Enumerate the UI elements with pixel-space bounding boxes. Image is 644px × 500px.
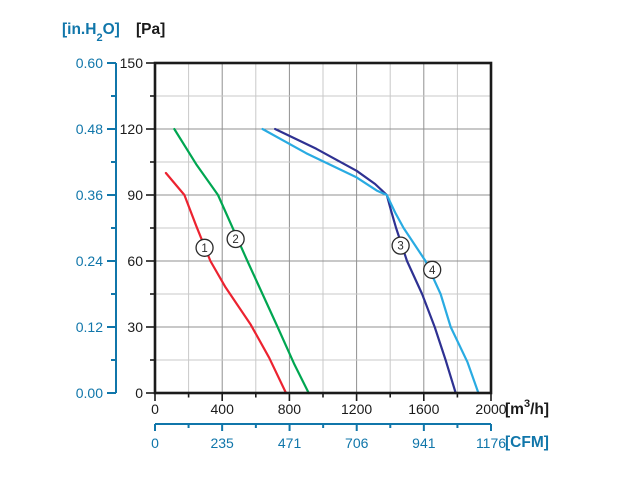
cfm-tick-label: 1176 [476,435,506,451]
m3h-tick-label: 800 [278,401,302,417]
inh2o-tick-label: 0.12 [76,319,103,335]
m3h-tick-label: 1200 [341,401,372,417]
m3h-label-superscript: 3 [523,398,531,410]
inh2o-tick-label: 0.24 [76,253,103,269]
m3h-label-text: [m [505,401,524,419]
m3h-tick-label: 0 [151,401,159,417]
curve-marker-label-1: 1 [201,243,207,255]
cfm-tick-label: 941 [412,435,436,451]
y-axis-unit-pa-label: [Pa] [136,21,166,38]
curve-marker-label-2: 2 [232,234,238,246]
pa-tick-label: 60 [127,253,143,269]
m3h-tick-label: 400 [211,401,235,417]
cfm-tick-label: 235 [210,435,234,451]
curve-marker-label-3: 3 [397,241,403,253]
curve-marker-3 [391,236,410,255]
inh2o-label-text: [in.H [62,21,97,38]
curve-4 [261,127,480,395]
curve-marker-1 [195,238,214,257]
cfm-tick-label: 706 [345,435,369,451]
curve-marker-label-4: 4 [429,265,436,277]
curve-marker-4 [423,260,442,279]
plot-border [153,61,493,395]
cfm-tick-label: 471 [278,435,302,451]
pa-tick-label: 90 [127,187,143,203]
inh2o-label-subscript: 2 [96,32,103,45]
m3h-tick-label: 2000 [475,401,506,417]
curve-marker-2 [226,229,245,249]
inh2o-tick-label: 0.48 [76,121,103,137]
pa-tick-label: 0 [135,385,143,401]
curve-3 [274,127,457,395]
pa-tick-label: 30 [127,319,143,335]
inh2o-label-text-end: O] [102,21,120,38]
y-axis-unit-inh2o-label: [in.H2O] [62,21,120,45]
x-axis-unit-cfm-label: [CFM] [505,434,549,451]
pa-tick-label: 120 [120,121,144,137]
x-axis-unit-m3h-label: [m3/h] [505,398,550,419]
inh2o-tick-label: 0.00 [76,385,103,401]
curve-1 [164,171,288,395]
inh2o-tick-label: 0.60 [76,55,103,71]
pa-tick-label: 150 [120,55,144,71]
curve-2 [173,127,310,395]
inh2o-tick-label: 0.36 [76,187,103,203]
cfm-tick-label: 0 [151,435,159,451]
m3h-tick-label: 1600 [408,401,439,417]
m3h-label-text-end: /h] [530,401,550,419]
